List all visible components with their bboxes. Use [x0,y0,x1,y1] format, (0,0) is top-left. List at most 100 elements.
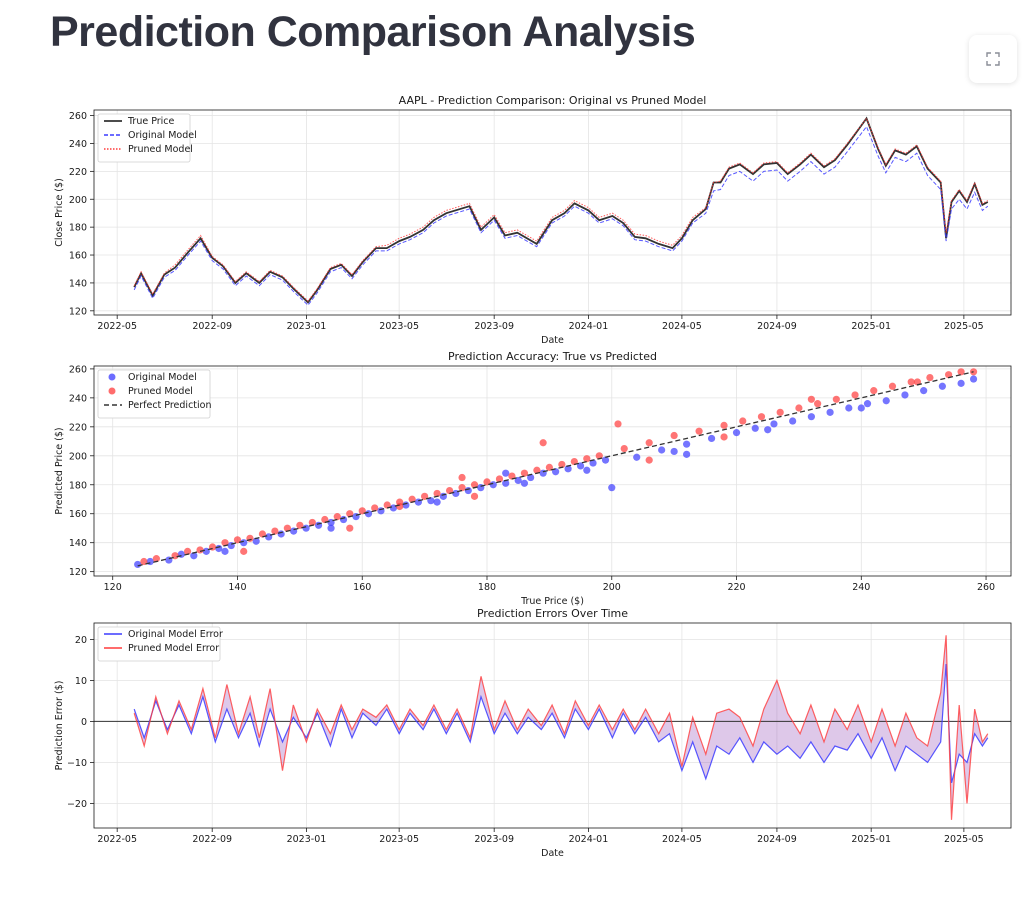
scatter-point [757,413,766,421]
scatter-point [857,404,865,412]
y-tick-label: 0 [81,717,87,728]
legend-box [97,369,211,419]
x-tick-label: 240 [852,582,870,593]
series-pruned-error [133,635,989,820]
scatter-point [913,378,922,386]
legend-label: Original Model Error [128,629,223,640]
scatter-point [539,439,547,447]
legend: Original Model Error Pruned Model Error [97,626,223,662]
scatter-point [445,486,454,495]
scatter-point [152,555,160,563]
legend-label: Pruned Model [128,144,193,155]
scatter-point [552,468,560,476]
scatter-point [283,524,291,532]
scatter-point [814,400,822,408]
scatter-point [346,510,354,518]
y-tick-label: 120 [69,567,87,578]
y-tick-label: 140 [69,278,87,289]
legend-marker [108,387,116,395]
scatter-point [807,413,815,421]
scatter-point [751,424,759,432]
x-tick-label: 2024-01 [569,321,609,332]
x-tick-label: 2023-09 [474,834,514,845]
scatter-point [458,473,466,482]
y-tick-label: −10 [67,758,87,769]
scatter-point [863,400,872,408]
scatter-point [683,440,691,448]
fullscreen-button[interactable] [969,35,1017,83]
y-tick-label: 240 [69,393,87,404]
y-tick-label: 220 [69,167,87,178]
x-tick-label: 2023-01 [287,834,327,845]
legend-label: Original Model [128,372,197,383]
scatter-point [545,463,553,471]
scatter-point [433,498,441,506]
scatter-point [252,537,260,545]
scatter-point [502,479,510,487]
figure: 2022-05 2022-09 2023-01 2023-05 2023-09 2024-… [54,94,1012,859]
x-axis-label: Date [541,335,564,346]
y-tick-label: 200 [69,195,87,206]
scatter-point [240,547,248,555]
legend-marker [108,373,116,381]
x-tick-label: 2023-05 [379,834,419,845]
scatter-point [308,518,316,527]
x-tick-label: 2022-05 [97,321,137,332]
perfect-prediction-line [137,371,974,567]
scatter-point [339,515,348,524]
legend-label: True Price [127,116,175,127]
scatter-point [520,469,529,477]
scatter-point [570,457,578,466]
scatter-point [408,495,416,503]
scatter-point [595,452,603,460]
scatter-point [271,527,279,535]
scatter-point [470,492,479,500]
plot-frame [93,622,1012,829]
scatter-point [508,472,516,480]
scatter-point [670,447,678,456]
legend-box [97,626,221,662]
scatter-point [183,547,192,555]
series-original-error [133,663,989,784]
x-tick-label: 2025-05 [944,321,984,332]
scatter-point [583,455,591,463]
scatter-point [670,431,678,440]
legend: Original Model Pruned Model Perfect Predic… [97,369,212,419]
x-tick-label: 200 [603,582,621,593]
y-tick-label: 180 [69,480,87,491]
scatter-point [258,530,267,538]
y-axis-label: Prediction Error ($) [54,681,65,771]
page-title: Prediction Comparison Analysis [50,8,696,56]
x-tick-label: 220 [727,582,745,593]
chart-panel-2: 120 140 160 180 200 220 240 260 120 140 160 180 200 2… [54,350,1012,607]
scatter-point [402,501,410,509]
y-tick-label: 140 [69,538,87,549]
y-tick-label: 160 [69,509,87,520]
x-tick-label: 2024-09 [757,834,797,845]
scatter-point [938,382,946,390]
scatter-point [720,433,728,441]
scatter-point [364,510,373,518]
scatter-point [196,546,204,554]
scatter-point [495,475,504,483]
scatter-point [277,530,285,538]
scatter-point [302,524,310,532]
scatter-point [807,395,815,403]
x-tick-label: 260 [977,582,995,593]
scatter-point [240,539,248,547]
x-tick-label: 2025-01 [851,321,891,332]
scatter-point [396,502,404,511]
legend-label: Original Model [128,130,197,141]
scatter-point [926,373,934,382]
scatter-point [732,429,741,437]
gridlines [94,366,1011,576]
scatter-point [845,404,853,412]
scatter-point [633,453,641,461]
scatter-point [683,450,691,458]
scatter-point [321,515,329,524]
scatter-point [221,539,229,547]
scatter-point [601,456,610,464]
scatter-point [346,524,354,532]
scatter-point [583,466,591,474]
x-tick-label: 180 [478,582,496,593]
